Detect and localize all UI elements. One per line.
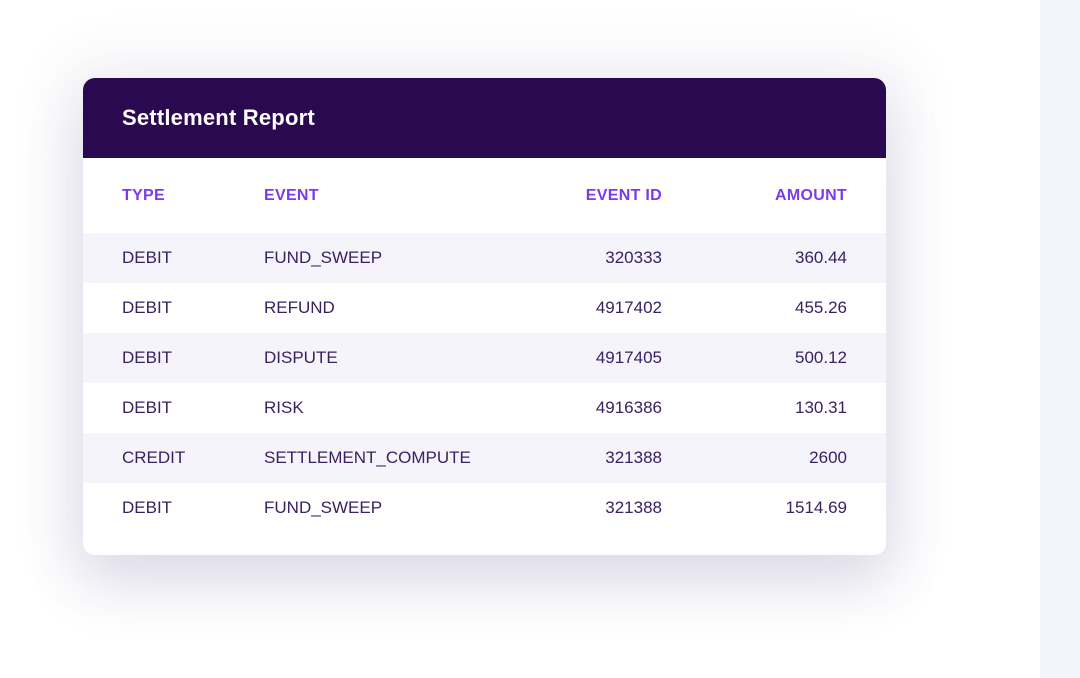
cell-event-id: 321388 — [605, 498, 662, 517]
cell-event: RISK — [264, 398, 304, 417]
cell-event: SETTLEMENT_COMPUTE — [264, 448, 471, 467]
cell-event: REFUND — [264, 298, 335, 317]
column-header-event-id: EVENT ID — [585, 186, 662, 204]
cell-type: DEBIT — [122, 498, 173, 517]
cell-amount: 1514.69 — [785, 498, 847, 517]
table-row: DEBIT DISPUTE 4917405 500.12 — [83, 333, 886, 383]
cell-type: DEBIT — [122, 398, 173, 417]
cell-amount: 360.44 — [795, 248, 847, 267]
cell-type: CREDIT — [122, 448, 186, 467]
cell-event-id: 4917402 — [595, 298, 662, 317]
cell-event: FUND_SWEEP — [264, 248, 383, 267]
cell-amount: 130.31 — [795, 398, 847, 417]
cell-event-id: 4916386 — [595, 398, 662, 417]
table-body: DEBIT FUND_SWEEP 320333 360.44 DEBIT REF… — [83, 233, 886, 533]
cell-event-id: 321388 — [605, 448, 662, 467]
column-header-type: TYPE — [122, 186, 165, 204]
right-edge-strip — [1040, 0, 1080, 678]
cell-event-id: 4917405 — [595, 348, 662, 367]
cell-event: DISPUTE — [264, 348, 338, 367]
cell-event: FUND_SWEEP — [264, 498, 383, 517]
column-header-amount: AMOUNT — [774, 186, 847, 204]
cell-amount: 2600 — [809, 448, 847, 467]
cell-type: DEBIT — [122, 298, 173, 317]
cell-event-id: 320333 — [605, 248, 662, 267]
table-row: DEBIT REFUND 4917402 455.26 — [83, 283, 886, 333]
table-row: DEBIT FUND_SWEEP 320333 360.44 — [83, 233, 886, 283]
table-row: DEBIT RISK 4916386 130.31 — [83, 383, 886, 433]
cell-type: DEBIT — [122, 248, 173, 267]
page-title: Settlement Report — [122, 105, 315, 130]
cell-amount: 500.12 — [795, 348, 847, 367]
settlement-table: TYPE EVENT EVENT ID AMOUNT DEBIT FUND_SW… — [83, 158, 886, 555]
table-row: DEBIT FUND_SWEEP 321388 1514.69 — [83, 483, 886, 533]
settlement-report-card: Settlement Report TYPE EVENT EVENT ID AM… — [83, 78, 886, 555]
card-header: Settlement Report — [83, 78, 886, 158]
cell-amount: 455.26 — [795, 298, 847, 317]
cell-type: DEBIT — [122, 348, 173, 367]
table-header-row: TYPE EVENT EVENT ID AMOUNT — [83, 158, 886, 233]
column-header-event: EVENT — [264, 186, 319, 204]
table-row: CREDIT SETTLEMENT_COMPUTE 321388 2600 — [83, 433, 886, 483]
